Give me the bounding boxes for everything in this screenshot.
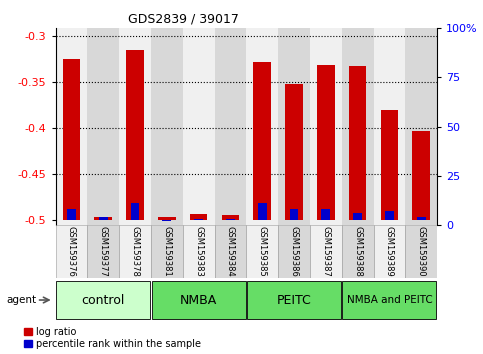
Bar [373, 28, 405, 225]
Text: NMBA and PEITC: NMBA and PEITC [346, 295, 432, 305]
Text: GSM159376: GSM159376 [67, 227, 76, 277]
Bar [126, 51, 144, 220]
Bar [226, 219, 235, 220]
Bar [342, 28, 373, 225]
Bar [87, 28, 119, 225]
Bar [214, 28, 246, 225]
Bar [119, 225, 151, 278]
Bar [183, 28, 214, 225]
Text: GSM159387: GSM159387 [321, 227, 330, 277]
Bar [183, 225, 214, 278]
Bar [254, 62, 271, 220]
Bar [95, 217, 112, 220]
Bar [99, 217, 108, 220]
Bar [381, 110, 398, 220]
Bar [56, 225, 87, 278]
Text: GSM159390: GSM159390 [417, 227, 426, 277]
Bar [67, 209, 76, 220]
Bar [317, 65, 335, 220]
Bar [310, 225, 342, 278]
Text: GSM159381: GSM159381 [162, 227, 171, 277]
Bar [412, 131, 430, 220]
Bar [342, 225, 373, 278]
Bar [158, 217, 176, 220]
Bar [278, 28, 310, 225]
Bar [222, 215, 239, 220]
Bar [246, 28, 278, 225]
Bar [214, 225, 246, 278]
Bar [342, 281, 437, 319]
Bar [385, 211, 394, 220]
Text: GSM159389: GSM159389 [385, 227, 394, 277]
Text: PEITC: PEITC [277, 293, 312, 307]
Bar [63, 59, 80, 220]
Bar [353, 213, 362, 220]
Bar [278, 225, 310, 278]
Bar [417, 217, 426, 220]
Text: GSM159377: GSM159377 [99, 227, 108, 277]
Bar [194, 219, 203, 220]
Bar [152, 281, 246, 319]
Bar [151, 28, 183, 225]
Bar [285, 84, 303, 220]
Text: agent: agent [6, 295, 36, 305]
Text: GSM159378: GSM159378 [130, 227, 140, 277]
Bar [130, 203, 140, 220]
Bar [349, 66, 367, 220]
Text: NMBA: NMBA [180, 293, 217, 307]
Text: GSM159388: GSM159388 [353, 227, 362, 277]
Bar [290, 209, 298, 220]
Bar [258, 203, 267, 220]
Bar [373, 225, 405, 278]
Text: GSM159383: GSM159383 [194, 227, 203, 277]
Bar [405, 225, 437, 278]
Text: GSM159385: GSM159385 [258, 227, 267, 277]
Bar [321, 209, 330, 220]
Text: GSM159386: GSM159386 [289, 227, 298, 277]
Bar [162, 220, 171, 221]
Bar [87, 225, 119, 278]
Bar [246, 225, 278, 278]
Bar [190, 214, 207, 220]
Bar [151, 225, 183, 278]
Bar [56, 281, 150, 319]
Text: GSM159384: GSM159384 [226, 227, 235, 277]
Legend: log ratio, percentile rank within the sample: log ratio, percentile rank within the sa… [24, 327, 201, 349]
Text: control: control [82, 293, 125, 307]
Bar [247, 281, 341, 319]
Bar [310, 28, 342, 225]
Bar [119, 28, 151, 225]
Text: GDS2839 / 39017: GDS2839 / 39017 [128, 12, 239, 25]
Bar [405, 28, 437, 225]
Bar [56, 28, 87, 225]
